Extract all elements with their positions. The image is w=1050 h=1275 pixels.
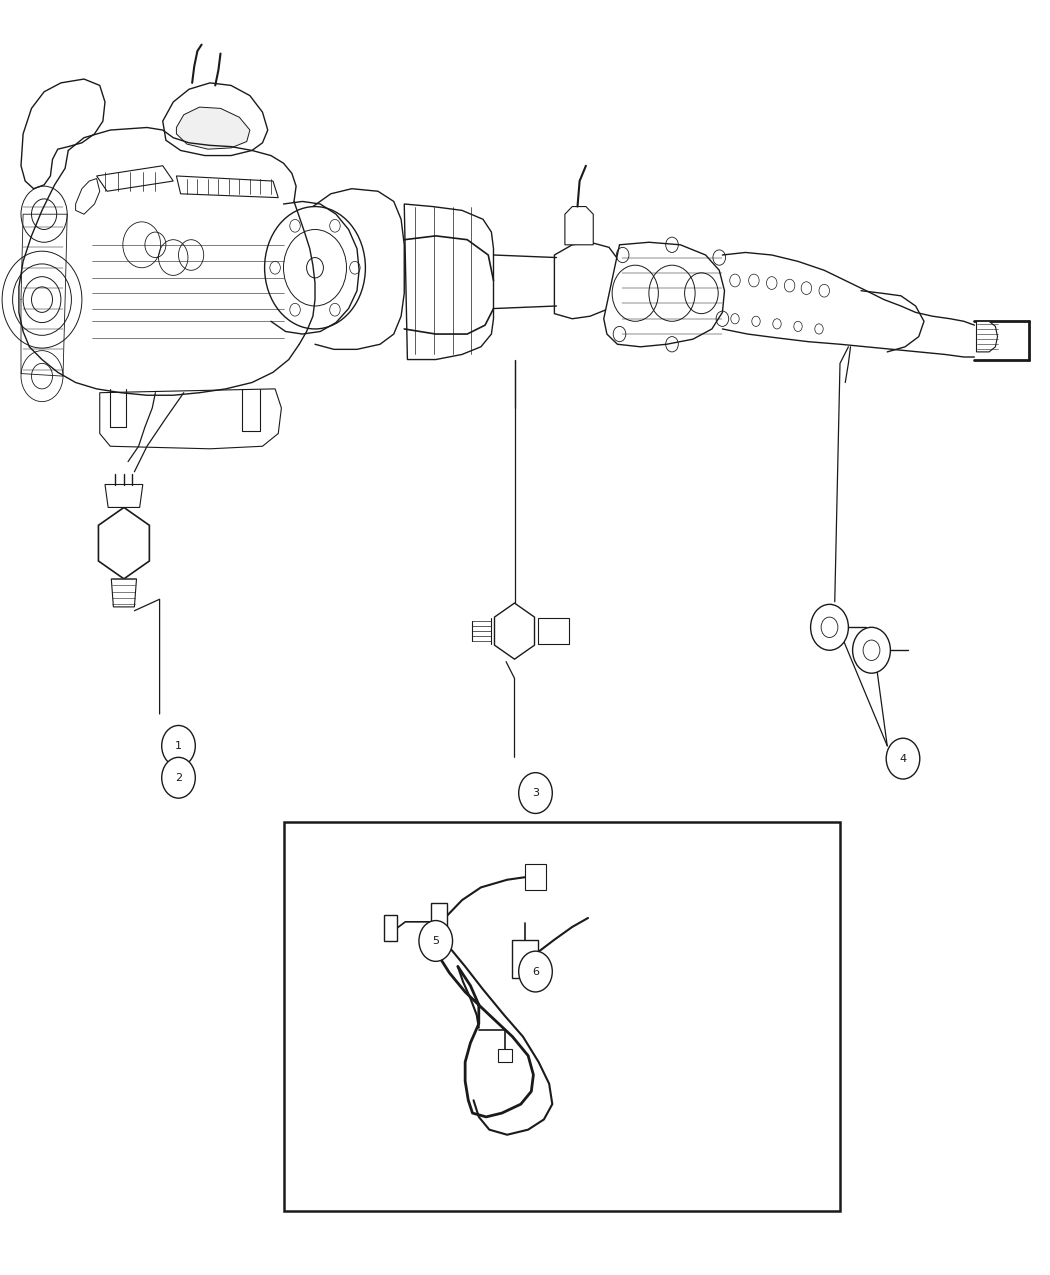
Circle shape: [162, 757, 195, 798]
Polygon shape: [554, 242, 622, 319]
Circle shape: [811, 604, 848, 650]
Circle shape: [886, 738, 920, 779]
Polygon shape: [111, 579, 136, 607]
Polygon shape: [105, 484, 143, 507]
Text: 3: 3: [532, 788, 539, 798]
Text: 5: 5: [433, 936, 439, 946]
Text: 2: 2: [175, 773, 182, 783]
Polygon shape: [430, 903, 447, 954]
Polygon shape: [498, 1049, 512, 1062]
Polygon shape: [76, 179, 100, 214]
Polygon shape: [976, 321, 997, 352]
Circle shape: [519, 773, 552, 813]
Polygon shape: [176, 107, 250, 149]
Text: 6: 6: [532, 966, 539, 977]
Circle shape: [853, 627, 890, 673]
Polygon shape: [495, 603, 534, 659]
Polygon shape: [384, 915, 397, 941]
Polygon shape: [604, 242, 724, 347]
Text: 4: 4: [900, 754, 906, 764]
Polygon shape: [525, 864, 546, 890]
Polygon shape: [163, 83, 268, 156]
Polygon shape: [404, 204, 493, 360]
Polygon shape: [99, 507, 149, 579]
Polygon shape: [538, 618, 569, 644]
Polygon shape: [565, 207, 593, 245]
Polygon shape: [176, 176, 278, 198]
Polygon shape: [512, 940, 538, 978]
Circle shape: [162, 725, 195, 766]
Polygon shape: [100, 389, 281, 449]
Circle shape: [519, 951, 552, 992]
Circle shape: [419, 921, 453, 961]
Polygon shape: [97, 166, 173, 191]
Text: 1: 1: [175, 741, 182, 751]
Bar: [284, 822, 840, 1211]
Polygon shape: [21, 79, 105, 189]
